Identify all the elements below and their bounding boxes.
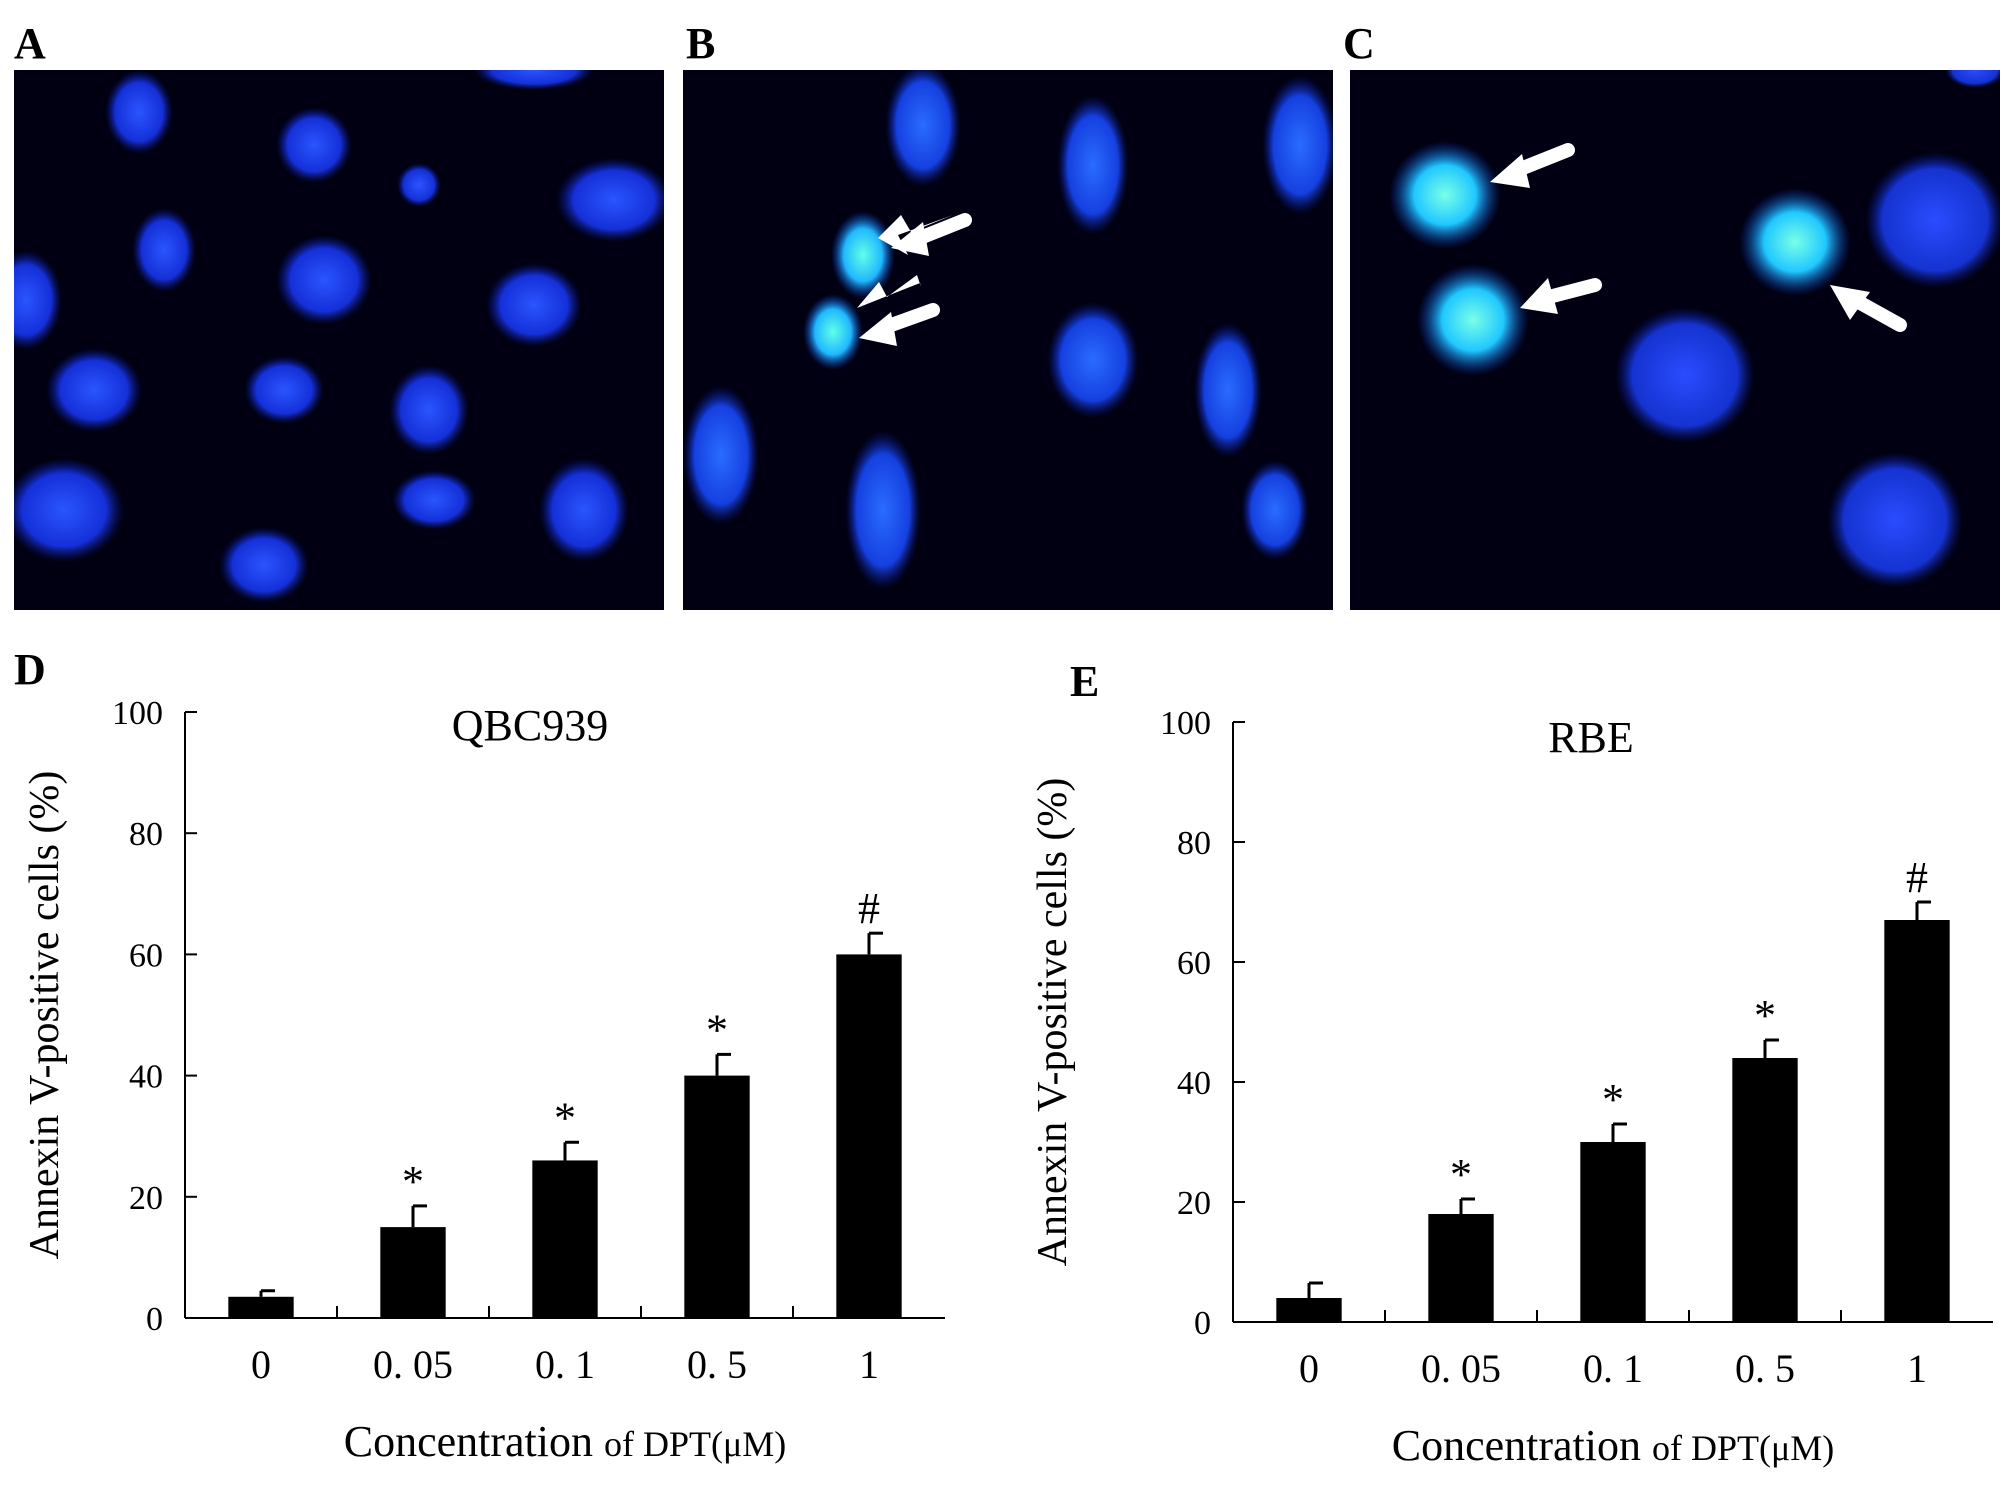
bar — [684, 1075, 750, 1318]
y-tick-label: 60 — [129, 937, 163, 974]
panel-label-e: E — [1070, 657, 1100, 706]
y-tick-label: 80 — [129, 816, 163, 853]
y-tick-label: 60 — [1177, 945, 1211, 982]
significance-marker: # — [858, 884, 880, 933]
x-tick-label: 0. 1 — [1583, 1346, 1643, 1391]
micrograph-a — [14, 70, 664, 610]
x-axis-label: Concentration of DPT(μM) — [1392, 1421, 1835, 1470]
bar — [228, 1296, 294, 1318]
y-tick-label: 100 — [112, 695, 163, 732]
y-tick-label: 0 — [1194, 1305, 1211, 1342]
bar — [1276, 1298, 1342, 1322]
significance-marker: * — [402, 1157, 424, 1206]
panel-label-b: B — [686, 19, 716, 68]
bar — [1732, 1058, 1798, 1322]
chart-d-svg: 0 20 40 60 80 100 0 * 0. 05 * 0. 1 * 0. 5 #1 QBC939 Con… — [22, 695, 945, 1466]
x-tick-label: 0. 5 — [1735, 1346, 1795, 1391]
significance-marker: * — [554, 1093, 576, 1142]
y-tick-label: 100 — [1160, 705, 1211, 742]
x-axis-label: Concentration of DPT(μM) — [344, 1417, 787, 1466]
chart-e-svg: 0 20 40 60 80 100 0 * 0. 05 * 0. 1 * 0. 5 #1 RBE Concen… — [1030, 705, 1993, 1470]
micrograph-c — [1350, 70, 2000, 610]
significance-marker: * — [706, 1005, 728, 1054]
bar — [836, 954, 902, 1318]
micrograph-b-image — [683, 70, 1333, 610]
significance-marker: * — [1450, 1150, 1472, 1199]
micrograph-a-image — [14, 70, 664, 610]
significance-marker: # — [1906, 853, 1928, 902]
micrograph-c-image — [1350, 70, 2000, 610]
bar — [1580, 1142, 1646, 1322]
significance-marker: * — [1602, 1075, 1624, 1124]
x-tick-label: 0. 5 — [687, 1342, 747, 1387]
x-tick-label: 0 — [251, 1342, 271, 1387]
y-tick-label: 80 — [1177, 825, 1211, 862]
x-tick-label: 0. 05 — [1421, 1346, 1501, 1391]
bar — [532, 1160, 598, 1318]
y-tick-label: 20 — [1177, 1185, 1211, 1222]
bar — [380, 1227, 446, 1318]
bar — [1428, 1214, 1494, 1322]
panel-label-a: A — [14, 19, 46, 68]
panel-label-d: D — [14, 645, 46, 694]
y-axis-label: Annexin V-positive cells (%) — [22, 771, 68, 1260]
chart-e: 0 20 40 60 80 100 0 * 0. 05 * 0. 1 * 0. 5 #1 RBE Concen… — [1008, 630, 2008, 1488]
panel-label-c: C — [1343, 19, 1375, 68]
bar — [1884, 920, 1950, 1322]
y-tick-label: 40 — [129, 1059, 163, 1096]
y-tick-label: 0 — [146, 1301, 163, 1338]
x-tick-label: 0. 05 — [373, 1342, 453, 1387]
y-axis-label: Annexin V-positive cells (%) — [1030, 778, 1076, 1267]
x-tick-label: 1 — [1907, 1346, 1927, 1391]
significance-marker: * — [1754, 991, 1776, 1040]
chart-d: 0 20 40 60 80 100 0 * 0. 05 * 0. 1 * 0. 5 #1 QBC939 Con… — [0, 630, 1000, 1488]
x-tick-label: 0. 1 — [535, 1342, 595, 1387]
micrograph-b — [683, 70, 1333, 610]
chart-title: RBE — [1548, 713, 1634, 762]
y-tick-label: 40 — [1177, 1065, 1211, 1102]
chart-title: QBC939 — [452, 701, 608, 750]
x-tick-label: 1 — [859, 1342, 879, 1387]
y-tick-label: 20 — [129, 1180, 163, 1217]
x-tick-label: 0 — [1299, 1346, 1319, 1391]
